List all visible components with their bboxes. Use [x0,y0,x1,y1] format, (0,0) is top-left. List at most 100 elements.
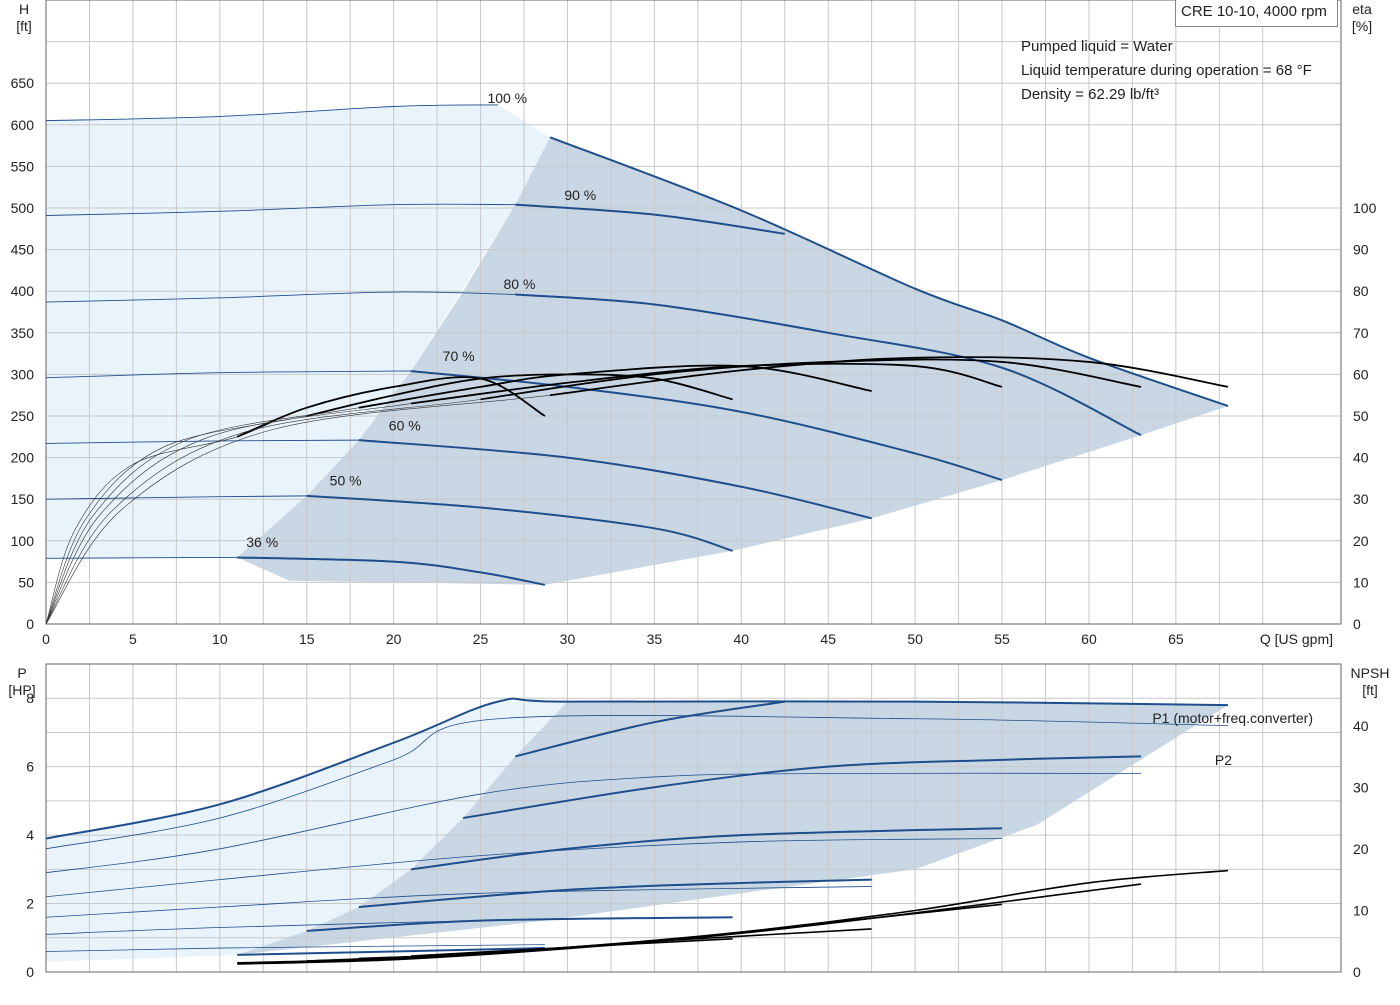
head-curve-thin [45,203,516,216]
p-tick-label: 6 [26,759,34,775]
x-tick-label: 55 [994,631,1010,647]
eta-tick-label: 60 [1353,366,1369,382]
p1-series-label: P1 (motor+freq.converter) [1152,710,1313,726]
info-lines: Pumped liquid = Water Liquid temperature… [1021,35,1312,107]
eta-curve [358,364,872,409]
x-tick-label: 5 [129,631,137,647]
x-tick-label: 15 [299,631,315,647]
npsh-curve [480,949,545,954]
h-tick-label: 50 [18,574,34,590]
x-tick-label: 30 [560,631,576,647]
npsh-axis-label: NPSH [1351,665,1390,681]
h-tick-label: 200 [11,450,35,466]
speed-label: 80 % [504,276,536,292]
npsh-tick-label: 20 [1353,841,1369,857]
npsh-tick-label: 30 [1353,780,1369,796]
h-axis-label: H [19,1,29,17]
h-tick-label: 100 [11,533,35,549]
x-tick-label: 65 [1168,631,1184,647]
bottom-dark-region [237,701,1229,955]
npsh-tick-label: 0 [1353,964,1361,980]
eta-tick-label: 0 [1353,616,1361,632]
h-tick-label: 450 [11,242,35,258]
eta-tick-label: 90 [1353,242,1369,258]
model-label: CRE 10-10, 4000 rpm [1175,0,1338,27]
head-curve [515,293,1142,437]
x-tick-label: 40 [734,631,750,647]
speed-label: 50 % [330,473,362,489]
head-curve [515,203,785,235]
npsh-axis-unit: [ft] [1362,682,1378,698]
eta-tick-label: 30 [1353,491,1369,507]
h-tick-label: 300 [11,366,35,382]
h-tick-label: 500 [11,200,35,216]
head-curve [237,556,546,586]
x-tick-label: 50 [907,631,923,647]
p1-curve [306,916,733,932]
eta-curve [549,356,1229,397]
h-tick-label: 250 [11,408,35,424]
p2-curve [45,944,545,952]
p2-curve [45,772,1142,874]
p-tick-label: 4 [26,827,34,843]
npsh-curve [410,937,733,957]
x-tick-label: 0 [42,631,50,647]
x-axis-label: Q [US gpm] [1260,631,1333,647]
eta-tick-label: 40 [1353,450,1369,466]
h-tick-label: 350 [11,325,35,341]
eta-tick-label: 10 [1353,574,1369,590]
eta-tick-label: 70 [1353,325,1369,341]
p-axis-label: P [17,665,26,681]
speed-label: 60 % [389,418,421,434]
x-tick-label: 25 [473,631,489,647]
top-frame [45,0,1342,625]
p1-curve [463,755,1142,819]
npsh-tick-label: 10 [1353,903,1369,919]
speed-label: 90 % [564,187,596,203]
eta-axis-unit: [%] [1352,18,1372,34]
eta-tick-label: 50 [1353,408,1369,424]
info-line: Liquid temperature during operation = 68… [1021,62,1312,79]
h-axis-unit: [ft] [16,18,32,34]
speed-label: 100 % [487,90,527,106]
head-curve [358,439,872,520]
p-tick-label: 8 [26,690,34,706]
speed-label: 70 % [443,348,475,364]
npsh-tick-label: 40 [1353,718,1369,734]
info-line: Density = 62.29 lb/ft³ [1021,86,1159,103]
speed-label: 36 % [246,534,278,550]
h-tick-label: 600 [11,117,35,133]
x-tick-label: 45 [820,631,836,647]
head-curve-thin [45,104,498,122]
bottom-frame [45,663,1342,973]
p-tick-label: 2 [26,896,34,912]
p2-curve [45,715,1229,850]
head-curve [410,370,1003,482]
h-tick-label: 550 [11,158,35,174]
p-tick-label: 0 [26,964,34,980]
p1-curve [45,697,1229,840]
head-curve-thin [45,495,307,500]
eta-tick-label: 100 [1353,200,1377,216]
p1-curve [358,878,872,908]
h-tick-label: 650 [11,75,35,91]
x-tick-label: 10 [212,631,228,647]
head-curve [306,494,733,552]
p2-curve [45,886,872,918]
eta-tick-label: 20 [1353,533,1369,549]
x-tick-label: 60 [1081,631,1097,647]
h-tick-label: 0 [26,616,34,632]
head-curve-thin [45,439,359,444]
head-curve-thin [45,370,414,379]
x-tick-label: 35 [647,631,663,647]
p1-curve [515,700,785,758]
p2-series-label: P2 [1215,752,1232,768]
h-tick-label: 400 [11,283,35,299]
head-curve-thin [45,291,516,303]
p1-curve [237,947,545,956]
eta-axis-label: eta [1352,1,1372,17]
eta-tick-label: 80 [1353,283,1369,299]
p2-curve [45,838,1003,898]
